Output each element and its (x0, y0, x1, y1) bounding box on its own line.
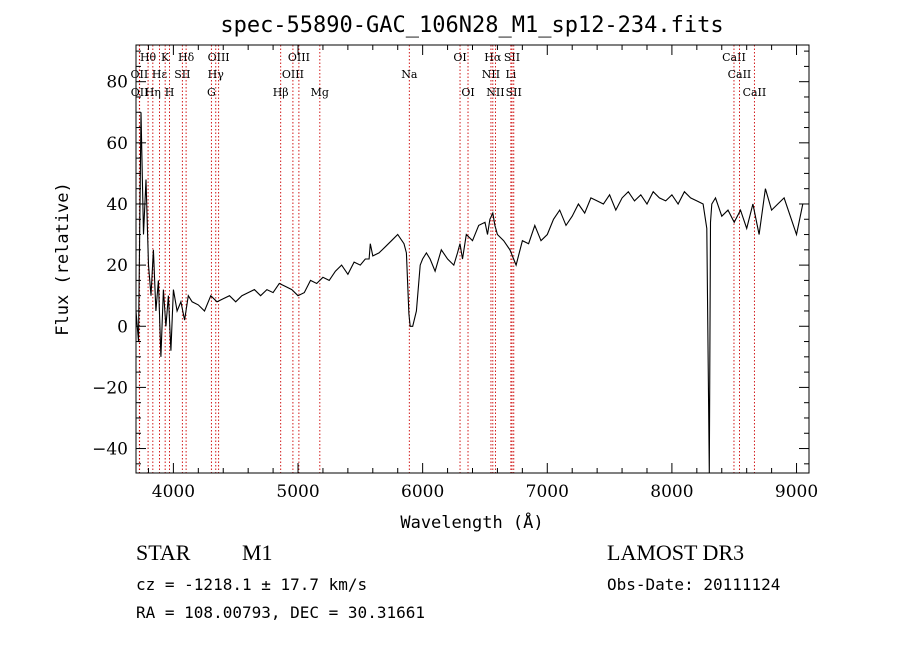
y-tick-label: 80 (106, 73, 128, 93)
y-tick-label: 40 (106, 195, 128, 215)
y-tick-label: 20 (106, 256, 128, 276)
line-marker-label: Mg (311, 86, 329, 99)
x-tick-label: 6000 (401, 482, 444, 502)
y-tick-label: 60 (106, 134, 128, 154)
spectrum-chart: spec-55890-GAC_106N28_M1_sp12-234.fits H… (53, 13, 818, 533)
line-marker-label: OII (131, 86, 149, 99)
x-tick-label: 9000 (775, 482, 818, 502)
line-marker-label: OIII (208, 51, 230, 64)
line-marker-label: Hθ (140, 51, 157, 64)
line-marker-label: OIII (288, 51, 310, 64)
line-marker-label: Hε (152, 68, 168, 81)
object-class: STAR (136, 540, 191, 565)
line-marker-label: CaII (743, 86, 767, 99)
y-tick-label: −20 (92, 378, 128, 398)
spectrum-line (135, 112, 804, 474)
survey-name: LAMOST DR3 (607, 540, 745, 565)
plot-frame (135, 44, 810, 474)
x-tick-label: 4000 (152, 482, 195, 502)
y-tick-label: −40 (92, 440, 128, 460)
x-axis: 4000 5000 6000 7000 8000 9000 (147, 45, 818, 502)
y-axis: −40 −20 0 20 40 60 80 (92, 50, 809, 465)
line-marker-label: H (165, 86, 175, 99)
line-marker-label: K (161, 51, 170, 64)
redshift-velocity: cz = -1218.1 ± 17.7 km/s (136, 575, 368, 594)
x-tick-label: 7000 (526, 482, 569, 502)
line-marker-label: SII (174, 68, 190, 81)
line-marker-label: NII (482, 68, 500, 81)
line-marker-label: Hγ (208, 68, 225, 81)
line-marker-label: Hβ (273, 86, 289, 99)
line-marker-label: SII (506, 86, 522, 99)
line-marker-label: SII (504, 51, 520, 64)
line-marker-label: Hη (145, 86, 161, 99)
chart-title: spec-55890-GAC_106N28_M1_sp12-234.fits (220, 13, 723, 38)
x-axis-label: Wavelength (Å) (400, 511, 543, 533)
y-axis-label: Flux (relative) (53, 182, 73, 336)
line-marker-label: G (207, 86, 216, 99)
line-marker-label: OI (461, 86, 474, 99)
observation-date: Obs-Date: 20111124 (607, 575, 781, 594)
line-marker-label: CaII (728, 68, 752, 81)
y-tick-label: 0 (117, 317, 128, 337)
line-marker-label: NII (486, 86, 504, 99)
line-marker-label: Hα (484, 51, 502, 64)
object-subclass: M1 (242, 540, 273, 565)
line-marker-label: Li (505, 68, 516, 81)
line-marker-label: OI (453, 51, 466, 64)
line-marker-label: Na (401, 68, 418, 81)
x-tick-label: 5000 (276, 482, 319, 502)
x-tick-label: 8000 (650, 482, 693, 502)
line-marker-label: CaII (722, 51, 746, 64)
line-marker-label: OIII (282, 68, 304, 81)
line-marker-label: Hδ (178, 51, 195, 64)
sky-coordinates: RA = 108.00793, DEC = 30.31661 (136, 603, 425, 622)
